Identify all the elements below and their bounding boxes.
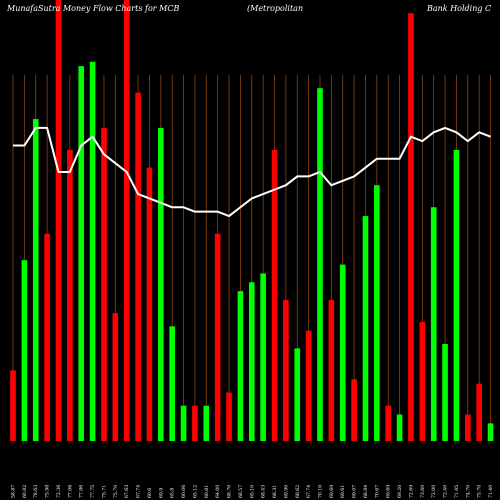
x-tick-label: 60.6 [147, 488, 153, 498]
bar [465, 414, 471, 441]
chart-title-left: MunafaSutra Money Flow Charts for MCB [6, 4, 179, 13]
x-tick-label: 69.69 [329, 485, 335, 498]
x-tick-label: 68.62 [295, 485, 301, 498]
bar [21, 260, 28, 441]
x-tick-label: 71.45 [454, 485, 460, 498]
x-tick-label: 60.82 [22, 485, 28, 498]
x-tick-labels: 58.87 60.82 78.63 75.98 72.36 77.06 77.8… [11, 485, 495, 498]
x-tick-label: 73.60 [420, 485, 426, 498]
bar [305, 330, 312, 441]
bar [67, 149, 73, 441]
bar [430, 207, 437, 441]
bar [135, 92, 141, 442]
x-tick-label: 75.71 [101, 485, 107, 498]
x-tick-label: 69.9 [158, 488, 164, 498]
bar-series [10, 0, 494, 442]
bar [362, 216, 369, 441]
bar [385, 405, 392, 441]
x-tick-label: 77.06 [67, 485, 73, 498]
bar [419, 321, 426, 441]
x-tick-label: 71.40 [488, 485, 494, 498]
bar [453, 149, 460, 441]
x-tick-label: 69.61 [340, 485, 346, 498]
bar [271, 149, 278, 441]
bar [294, 348, 301, 441]
bar [260, 273, 266, 441]
x-tick-label: 69.69 [386, 485, 392, 498]
bar [351, 379, 357, 441]
bar [32, 119, 39, 441]
bar [44, 233, 50, 441]
x-tick-label: 77.86 [79, 485, 85, 498]
x-tick-label: 72.36 [56, 485, 62, 498]
bar [192, 405, 198, 441]
x-tick-label: 72.69 [408, 485, 414, 498]
x-tick-label: 72.00 [431, 485, 437, 498]
x-tick-label: 60.06 [181, 485, 187, 498]
chart-title-mid: (Metropolitan [247, 4, 303, 13]
bar [214, 233, 221, 441]
x-tick-label: 69.20 [397, 485, 403, 498]
bar [226, 392, 232, 441]
x-tick-label: 70.10 [317, 485, 323, 498]
x-tick-label: 78.63 [33, 485, 39, 498]
x-tick-label: 65.12 [192, 485, 198, 498]
bar [237, 291, 244, 441]
x-tick-label: 68.70 [227, 485, 233, 498]
bar [248, 282, 255, 441]
bar [203, 405, 210, 441]
bar [317, 88, 323, 441]
bar [112, 313, 119, 441]
x-tick-label: 75.70 [113, 485, 119, 498]
bar [55, 0, 62, 441]
bar [180, 405, 187, 441]
x-tick-label: 67.74 [306, 485, 312, 498]
x-tick-label: 65.8 [170, 488, 176, 498]
x-tick-label: 72.40 [443, 485, 449, 498]
x-tick-label: 58.87 [11, 485, 17, 498]
x-tick-label: 68.43 [261, 485, 267, 498]
x-tick-label: 64.00 [215, 485, 221, 498]
bar [78, 66, 85, 442]
x-tick-label: 68.31 [272, 485, 278, 498]
x-tick-label: 68.84 [363, 485, 369, 498]
x-tick-label: 75.70 [477, 485, 483, 498]
bar [408, 13, 414, 441]
bar [374, 185, 380, 441]
x-tick-label: 75.98 [45, 485, 51, 498]
bar [476, 383, 482, 441]
bar [89, 61, 96, 442]
bar [10, 370, 16, 441]
bar [339, 264, 346, 441]
x-tick-label: 68.57 [238, 485, 244, 498]
x-tick-label: 69.90 [283, 485, 289, 498]
bar [442, 343, 448, 441]
x-tick-label: 67.63 [124, 485, 130, 498]
x-tick-label: 70.67 [374, 485, 380, 498]
x-tick-label: 60.81 [204, 485, 210, 498]
bar [169, 326, 175, 441]
bar [123, 0, 130, 441]
x-tick-label: 67.74 [136, 485, 142, 498]
chart-title-right: Bank Holding C [426, 4, 491, 13]
line-series [13, 126, 491, 218]
line-path [13, 126, 491, 218]
x-tick-label: 69.07 [352, 485, 358, 498]
bar [396, 414, 403, 441]
bar [158, 127, 164, 441]
bar [328, 299, 335, 441]
bar [101, 127, 107, 441]
x-tick-label: 74.70 [465, 485, 471, 498]
x-tick-label: 65.10 [249, 485, 255, 498]
bar [146, 167, 153, 441]
x-tick-label: 77.75 [90, 485, 96, 498]
bar [487, 423, 494, 441]
bar [283, 299, 289, 441]
